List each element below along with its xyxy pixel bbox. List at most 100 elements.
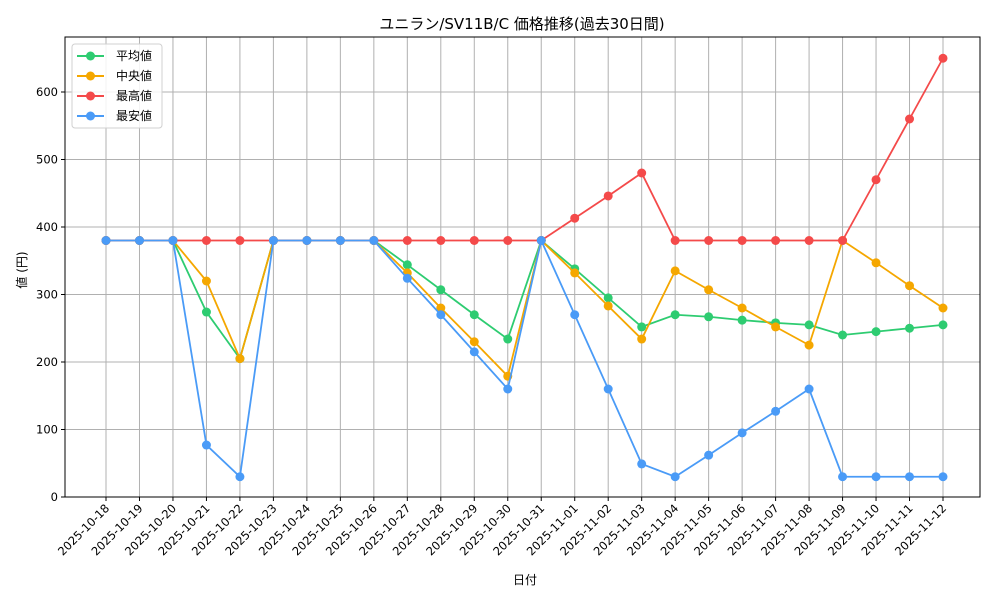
data-point [570,268,580,278]
data-point [201,307,211,317]
legend-label: 最安値 [116,108,152,123]
data-point [302,236,312,245]
legend-marker-icon [86,111,95,121]
y-tick-label: 400 [36,220,58,234]
data-point [905,114,915,124]
legend-box [71,43,163,129]
data-point [871,327,881,337]
y-tick-label: 300 [36,288,58,302]
data-point [603,301,613,311]
data-point [436,236,446,245]
data-point [704,450,714,460]
data-point [503,334,513,344]
data-point [670,266,680,276]
data-point [101,236,111,245]
data-point [469,310,479,320]
data-point [871,175,881,185]
data-point [804,340,814,350]
data-point [838,236,848,245]
data-point [670,310,680,320]
data-point [838,472,848,482]
legend-item: 最高値 [77,88,152,103]
data-point [804,384,814,394]
y-tick-label: 500 [36,153,58,167]
data-point [938,320,948,330]
data-point [905,323,915,333]
series-最高値 [101,53,948,245]
data-point [235,236,245,245]
series-最安値 [101,236,948,482]
data-point [570,310,580,320]
data-point [771,236,781,245]
plot-area-frame [64,36,981,498]
data-point [570,213,580,223]
data-point [201,440,211,450]
data-point [436,303,446,313]
data-point [871,472,881,482]
data-point [737,315,747,325]
data-point [905,281,915,291]
y-axis-label: 値 (円) [14,251,29,288]
data-point [201,276,211,286]
data-point [369,236,379,245]
data-point [201,236,211,245]
data-point [905,472,915,482]
data-point [637,334,647,344]
data-point [436,310,446,320]
y-tick-label: 600 [36,85,58,99]
data-point [134,236,144,245]
data-point [838,330,848,340]
data-point [603,384,613,394]
data-point [804,236,814,245]
x-axis-ticks: 2025-10-182025-10-192025-10-202025-10-21… [55,497,949,558]
legend-label: 最高値 [116,88,152,103]
data-point [637,459,647,469]
data-point [469,337,479,347]
data-series [101,53,948,482]
data-point [771,322,781,332]
data-point [469,347,479,357]
data-point [737,236,747,245]
legend-item: 最安値 [77,108,152,123]
legend-label: 中央値 [116,68,152,83]
data-point [737,303,747,313]
legend-marker-icon [86,51,95,61]
data-point [938,472,948,482]
data-point [771,406,781,416]
series-平均値 [101,236,948,364]
data-point [235,472,245,482]
data-point [268,236,278,245]
data-point [670,472,680,482]
data-point [436,285,446,295]
y-axis-ticks: 0 100 200 300 400 500 600 [36,85,65,504]
series-line [106,237,943,479]
grid-lines [65,37,980,498]
x-axis-label: 日付 [513,573,537,587]
y-tick-label: 0 [51,490,58,504]
data-point [536,236,546,245]
data-point [737,428,747,438]
series-line [106,238,944,378]
chart-title: ユニラン/SV11B/C 価格推移(過去30日間) [379,15,664,33]
series-中央値 [101,236,948,381]
data-point [235,354,245,364]
data-point [469,236,479,245]
data-point [871,258,881,268]
data-point [335,236,345,245]
data-point [704,285,714,295]
data-point [603,191,613,201]
legend-item: 平均値 [77,48,152,63]
data-point [503,236,513,245]
data-point [704,236,714,245]
data-point [637,322,647,332]
data-point [603,293,613,303]
series-line [106,57,944,242]
data-point [402,273,412,283]
data-point [938,303,948,313]
data-point [503,384,513,394]
legend-marker-icon [86,71,95,81]
data-point [637,168,647,178]
y-tick-label: 100 [36,423,58,437]
